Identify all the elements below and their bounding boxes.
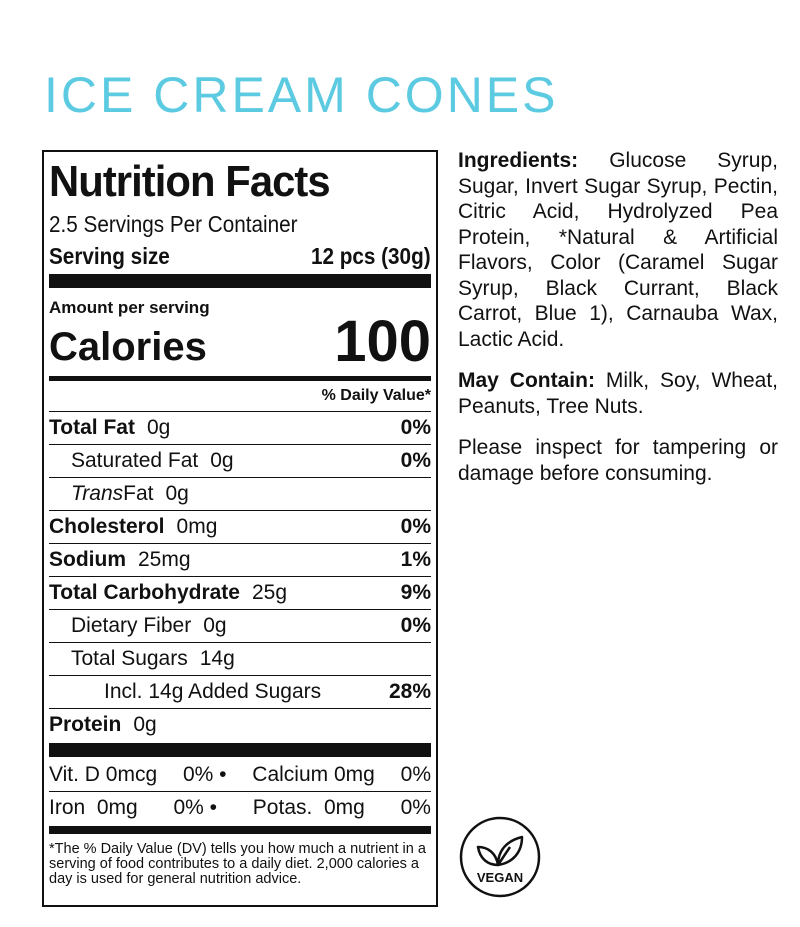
nutrient-name: Sodium	[49, 548, 126, 571]
vitamin-a: Vit. D 0mcg	[49, 763, 158, 786]
label-heading: Nutrition Facts	[49, 157, 331, 206]
divider	[49, 274, 431, 288]
ingredients-panel: Ingredients: Glucose Syrup, Sugar, Inver…	[458, 148, 778, 502]
calories-label: Calories	[49, 325, 207, 369]
servings-per-container: 2.5 Servings Per Container	[49, 211, 298, 237]
divider	[49, 826, 431, 834]
vitamin-a-dv: 0% •	[182, 763, 227, 786]
product-title: ICE CREAM CONES	[44, 67, 559, 123]
nutrient-row: Sodium 25mg 1%	[49, 543, 431, 576]
nutrient-dv: 0%	[400, 515, 431, 538]
vitamin-row: Iron 0mg 0% • Potas. 0mg 0%	[49, 791, 431, 824]
nutrient-name-suffix: Fat	[123, 482, 154, 505]
nutrient-dv: 28%	[388, 680, 431, 703]
nutrient-row: Incl. 14g Added Sugars 28%	[49, 675, 431, 708]
footnote: *The % Daily Value (DV) tells you how mu…	[49, 841, 426, 887]
nutrient-amount: 14g	[199, 647, 235, 670]
vitamin-row: Vit. D 0mcg 0% • Calcium 0mg 0%	[49, 759, 431, 791]
nutrient-amount: 25g	[251, 581, 288, 604]
nutrient-list: Total Fat 0g 0% Saturated Fat 0g 0% Trans Fat 0…	[49, 411, 431, 741]
ingredients: Ingredients: Glucose Syrup, Sugar, Inver…	[458, 149, 778, 351]
calories-row: Calories 100	[49, 313, 431, 371]
nutrient-amount: 0g	[165, 482, 189, 505]
nutrient-dv: 0%	[400, 416, 431, 439]
daily-value-header: % Daily Value*	[321, 387, 431, 404]
nutrient-amount: 0mg	[176, 515, 218, 538]
nutrient-row: Protein 0g	[49, 708, 431, 741]
nutrient-name: Total Carbohydrate	[49, 581, 240, 604]
nutrient-dv: 1%	[400, 548, 431, 571]
nutrient-row: Dietary Fiber 0g 0%	[49, 609, 431, 642]
amount-per-serving: Amount per serving	[49, 298, 210, 317]
nutrient-dv: 0%	[400, 614, 431, 637]
vitamin-a: Iron 0mg	[49, 796, 138, 819]
warning: Please inspect for tampering or damage b…	[458, 436, 778, 485]
nutrient-amount: 0g	[210, 449, 234, 472]
divider	[49, 376, 431, 381]
nutrient-name: Incl. 14g Added Sugars	[104, 680, 322, 703]
nutrient-row: Saturated Fat 0g 0%	[49, 444, 431, 477]
serving-size: Serving size 12 pcs (30g)	[49, 240, 431, 272]
nutrient-row: Total Carbohydrate 25g 9%	[49, 576, 431, 609]
nutrient-name: Trans	[71, 482, 124, 505]
nutrient-name: Protein	[49, 713, 122, 736]
serving-size-label: Serving size	[49, 243, 170, 269]
vitamin-b: Potas. 0mg	[252, 796, 365, 819]
nutrient-row: Cholesterol 0mg 0%	[49, 510, 431, 543]
divider	[49, 743, 431, 757]
vitamin-b-dv: 0%	[400, 796, 431, 819]
nutrient-name: Dietary Fiber	[71, 614, 192, 637]
nutrient-row: Trans Fat 0g	[49, 477, 431, 510]
allergens: May Contain: Milk, Soy, Wheat, Peanuts, …	[458, 369, 778, 418]
vitamin-a-dv: 0% •	[173, 796, 218, 819]
nutrient-name: Total Fat	[49, 416, 135, 439]
vitamin-b-dv: 0%	[400, 763, 431, 786]
nutrient-amount: 25mg	[138, 548, 191, 571]
leaf-icon	[476, 835, 524, 867]
vitamin-b: Calcium 0mg	[252, 763, 375, 786]
nutrient-amount: 0g	[203, 614, 227, 637]
nutrient-dv: 9%	[400, 581, 431, 604]
nutrient-amount: 0g	[146, 416, 171, 439]
serving-size-value: 12 pcs (30g)	[310, 243, 431, 269]
nutrient-name: Saturated Fat	[71, 449, 199, 472]
nutrition-facts-label: Nutrition Facts 2.5 Servings Per Contain…	[42, 150, 438, 907]
nutrient-name: Total Sugars	[71, 647, 188, 670]
nutrient-row: Total Fat 0g 0%	[49, 411, 431, 444]
nutrient-amount: 0g	[133, 713, 157, 736]
nutrient-dv: 0%	[400, 449, 431, 472]
vegan-text: VEGAN	[477, 870, 523, 885]
nutrient-row: Total Sugars 14g	[49, 642, 431, 675]
calories-value: 100	[334, 309, 431, 374]
vegan-badge: VEGAN	[459, 816, 541, 898]
nutrient-name: Cholesterol	[49, 515, 165, 538]
vitamin-list: Vit. D 0mcg 0% • Calcium 0mg 0% Iron 0mg 0% •…	[49, 759, 431, 824]
